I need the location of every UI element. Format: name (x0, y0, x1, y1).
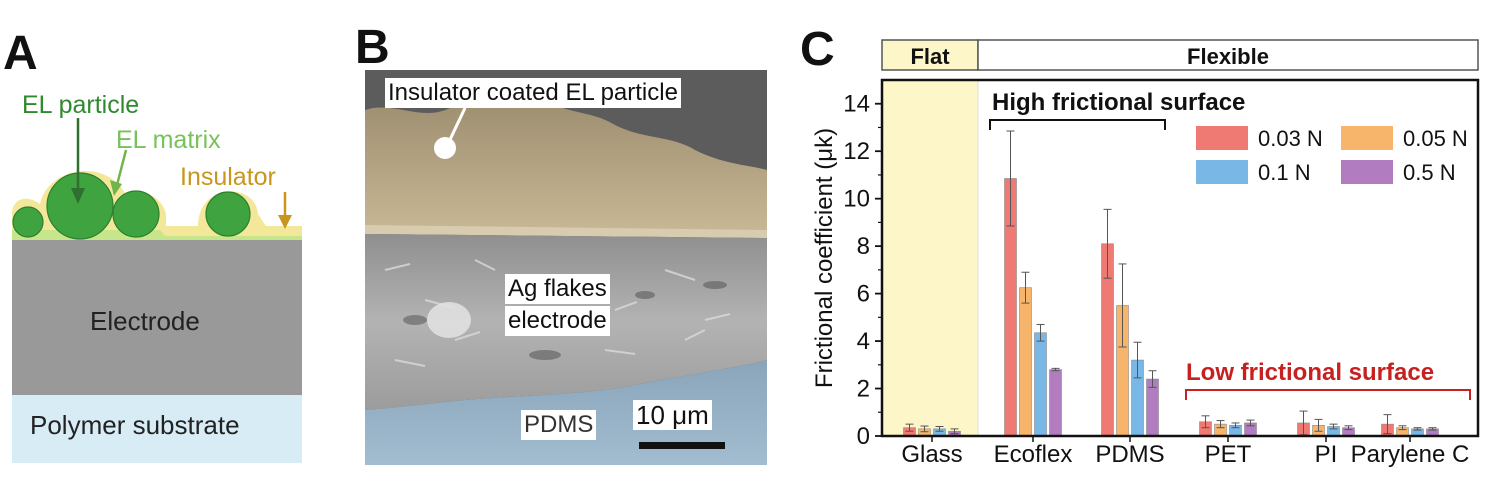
bar-003N-pi (1297, 422, 1310, 437)
y-tick-label: 12 (843, 138, 870, 165)
el-particle-medium (112, 190, 160, 238)
bar-05N-pdms (1146, 378, 1159, 437)
y-axis-label: Frictional coefficient (μk) (811, 128, 838, 388)
header-flexible-box (977, 39, 1479, 71)
plot-frame (880, 78, 1480, 438)
y-tick-label: 0 (857, 423, 870, 450)
coated-particle-label: Insulator coated EL particle (385, 78, 681, 108)
legend-label: 0.1 N (1258, 160, 1311, 185)
x-tick-label: Ecoflex (994, 441, 1073, 468)
panel-a-schematic: EL particle EL matrix Insulator Electrod… (0, 0, 310, 486)
flat-region-background (882, 80, 978, 436)
electrode-layer (12, 240, 302, 395)
bar-01N-pdms (1131, 359, 1144, 437)
ag-flakes-label-line1: Ag flakes (505, 274, 610, 304)
el-particle-right (205, 191, 251, 237)
y-tick-label: 14 (843, 91, 870, 118)
bar-003N-glass (903, 427, 916, 437)
insulator-arrowhead (278, 215, 292, 229)
el-matrix-label: EL matrix (116, 126, 221, 154)
substrate-layer (12, 395, 302, 463)
legend-swatch (1196, 160, 1248, 184)
y-tick-label: 4 (857, 328, 870, 355)
bar-005N-pet (1214, 423, 1227, 437)
bar-003N-pet (1199, 421, 1212, 437)
header-flat-box (881, 39, 979, 71)
el-matrix-arrow (115, 149, 128, 186)
y-tick-label: 8 (857, 233, 870, 260)
y-tick-label: 10 (843, 186, 870, 213)
bar-05N-glass (948, 430, 961, 437)
el-particle-label: EL particle (22, 91, 140, 119)
low-frictional-bracket (1185, 389, 1471, 400)
bar-003N-pdms (1101, 243, 1114, 437)
layer-schematic (12, 118, 302, 463)
legend-swatch (1341, 160, 1393, 184)
legend-label: 0.05 N (1403, 126, 1468, 151)
bar-005N-parylene-c (1396, 427, 1409, 437)
sem-cross-section-image: Insulator coated EL particle Ag flakes e… (365, 70, 767, 465)
bar-05N-parylene-c (1426, 428, 1439, 437)
y-tick-label: 2 (857, 376, 870, 403)
legend-label: 0.5 N (1403, 160, 1456, 185)
scale-bar (639, 442, 725, 449)
pointer-dot (434, 137, 456, 159)
panel-a-letter: A (3, 27, 38, 80)
x-tick-label: Parylene C (1351, 441, 1470, 468)
bar-005N-glass (918, 428, 931, 437)
panel-c-letter: C (800, 23, 835, 76)
bar-01N-ecoflex (1034, 332, 1047, 437)
x-tick-label: PI (1315, 441, 1338, 468)
legend-swatch (1196, 126, 1248, 150)
bar-01N-pi (1327, 426, 1340, 437)
coated-interface (365, 225, 767, 238)
legend-label: 0.03 N (1258, 126, 1323, 151)
bar-003N-parylene-c (1381, 423, 1394, 437)
electrode-label: Electrode (90, 306, 200, 336)
insulator-label: Insulator (180, 163, 276, 191)
pdms-label: PDMS (521, 410, 597, 440)
bar-005N-pdms (1116, 305, 1129, 437)
bar-005N-pi (1312, 425, 1325, 437)
bar-01N-pet (1229, 425, 1242, 437)
bar-01N-parylene-c (1411, 428, 1424, 437)
high-frictional-label: High frictional surface (992, 89, 1245, 116)
high-frictional-bracket (989, 119, 1166, 130)
bar-003N-ecoflex (1004, 178, 1017, 437)
low-frictional-label: Low frictional surface (1186, 359, 1434, 386)
substrate-label: Polymer substrate (30, 410, 240, 440)
header-flexible-label: Flexible (1187, 44, 1269, 69)
scale-bar-label: 10 μm (633, 400, 712, 430)
coated-particle-layer (365, 88, 767, 235)
x-tick-label: Glass (901, 441, 962, 468)
y-tick-label: 6 (857, 281, 870, 308)
bar-05N-pi (1342, 427, 1355, 437)
bar-005N-ecoflex (1019, 287, 1032, 437)
ag-dark-pores (403, 281, 727, 360)
bar-01N-glass (933, 428, 946, 437)
el-matrix-arrowhead (110, 180, 122, 196)
ag-flakes-label-line2: electrode (505, 306, 610, 336)
x-tick-label: PDMS (1095, 441, 1164, 468)
header-flat-label: Flat (910, 44, 950, 69)
x-tick-label: PET (1205, 441, 1252, 468)
bar-05N-pet (1244, 422, 1257, 437)
el-particle-large (46, 172, 114, 240)
bar-05N-ecoflex (1049, 369, 1062, 437)
el-particle-arrowhead (71, 188, 85, 204)
panel-b-letter: B (355, 21, 390, 74)
legend-swatch (1341, 126, 1393, 150)
el-particle-small (12, 206, 44, 238)
sem-layers (365, 70, 767, 465)
ag-bright-particle (427, 302, 471, 338)
